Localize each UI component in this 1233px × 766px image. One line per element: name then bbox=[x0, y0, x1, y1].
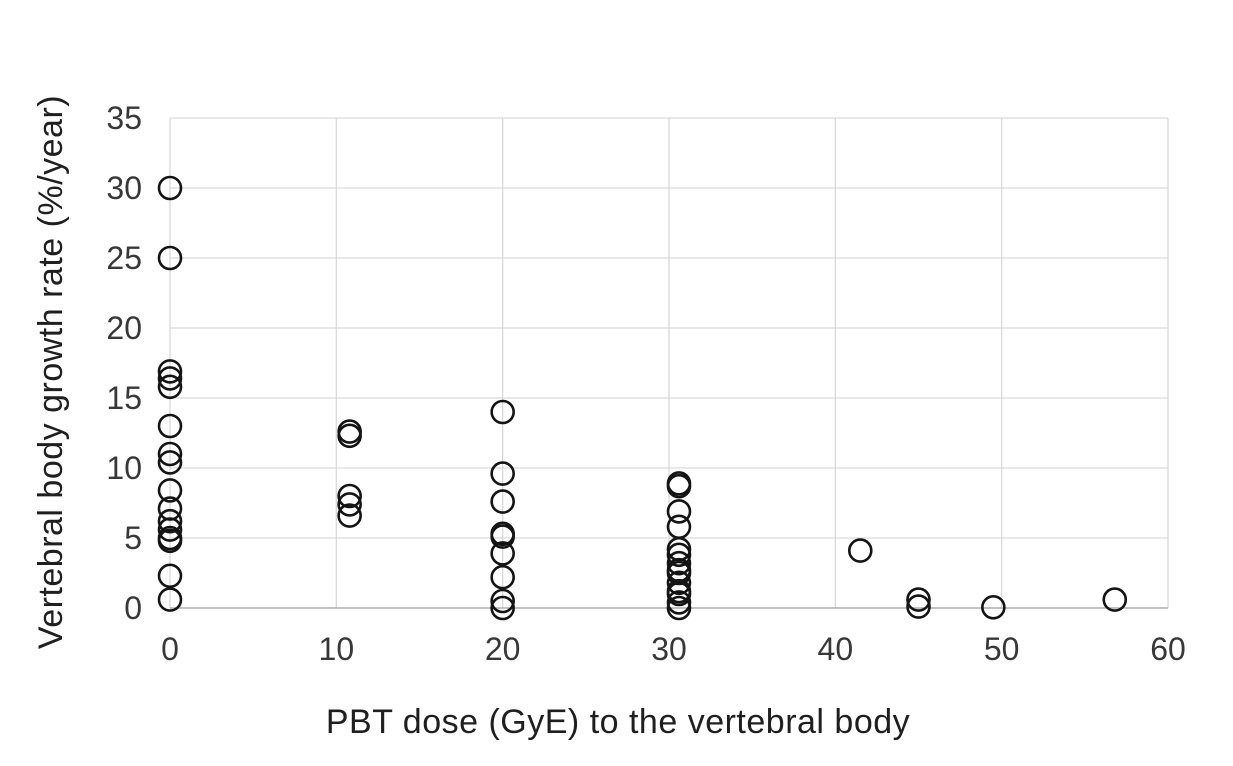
x-tick-label: 50 bbox=[984, 631, 1020, 667]
data-point bbox=[847, 538, 873, 563]
x-tick-label: 0 bbox=[161, 631, 179, 667]
y-tick-label: 20 bbox=[106, 310, 142, 346]
data-point bbox=[490, 489, 515, 514]
data-point bbox=[157, 359, 183, 384]
tick-labels-layer: 0 5 10 15 20 25 30 35 0 10 20 30 40 50 60 bbox=[106, 100, 1185, 667]
x-tick-label: 30 bbox=[651, 631, 687, 667]
data-point bbox=[906, 587, 931, 612]
data-point bbox=[666, 514, 692, 540]
data-point bbox=[157, 175, 183, 201]
data-point bbox=[490, 461, 515, 486]
data-point bbox=[157, 366, 183, 391]
x-axis-title: PBT dose (GyE) to the vertebral body bbox=[326, 703, 910, 741]
x-tick-label: 60 bbox=[1150, 631, 1186, 667]
data-point bbox=[490, 564, 515, 590]
y-tick-label: 15 bbox=[106, 380, 142, 416]
data-point bbox=[666, 499, 692, 524]
data-point bbox=[666, 542, 692, 568]
data-point bbox=[157, 374, 183, 400]
data-point bbox=[157, 508, 183, 534]
x-tick-label: 20 bbox=[485, 631, 521, 667]
data-points-layer bbox=[157, 175, 1128, 621]
data-point bbox=[157, 587, 183, 612]
data-point bbox=[337, 503, 362, 528]
data-point bbox=[666, 595, 692, 621]
data-point bbox=[666, 473, 692, 499]
data-point bbox=[666, 590, 692, 615]
data-point bbox=[157, 245, 183, 271]
data-point bbox=[337, 423, 362, 449]
data-point bbox=[666, 570, 692, 596]
y-tick-label: 10 bbox=[106, 450, 142, 486]
data-point bbox=[157, 478, 183, 503]
data-point bbox=[157, 450, 183, 475]
data-point bbox=[157, 563, 183, 589]
data-point bbox=[157, 441, 183, 467]
data-point bbox=[1102, 587, 1128, 612]
y-tick-label: 30 bbox=[106, 170, 142, 206]
data-point bbox=[490, 595, 515, 621]
y-tick-label: 35 bbox=[106, 100, 142, 136]
data-point bbox=[666, 550, 692, 576]
y-tick-label: 5 bbox=[124, 520, 142, 556]
x-tick-label: 10 bbox=[319, 631, 355, 667]
data-point bbox=[157, 517, 183, 542]
data-point bbox=[490, 541, 515, 566]
data-point bbox=[906, 594, 931, 619]
y-tick-label: 25 bbox=[106, 240, 142, 276]
data-point bbox=[490, 524, 515, 549]
data-point bbox=[490, 399, 515, 425]
y-tick-label: 0 bbox=[124, 590, 142, 626]
data-point bbox=[337, 483, 362, 509]
y-axis-title: Vertebral body growth rate (%/year) bbox=[32, 95, 70, 649]
data-point bbox=[981, 594, 1006, 620]
data-point bbox=[157, 413, 183, 439]
data-point bbox=[666, 581, 692, 607]
data-point bbox=[490, 588, 515, 614]
data-point bbox=[337, 492, 362, 517]
data-point bbox=[157, 528, 183, 554]
x-tick-label: 40 bbox=[818, 631, 854, 667]
gridlines-layer bbox=[169, 117, 1169, 609]
